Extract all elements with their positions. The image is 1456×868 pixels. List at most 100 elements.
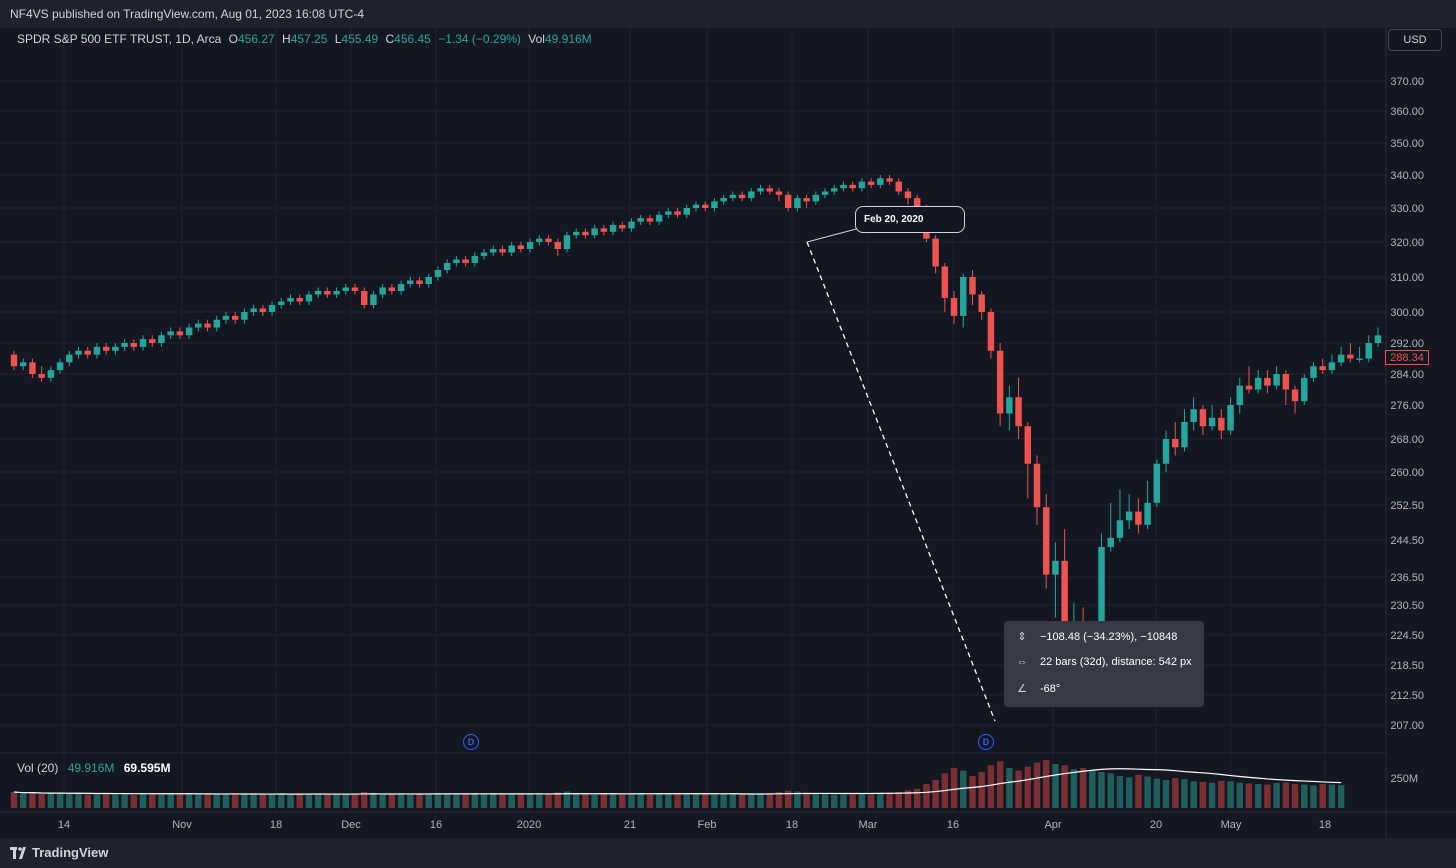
candle-body	[665, 211, 672, 215]
candle-body	[195, 323, 202, 328]
price-tick-label: 212.50	[1390, 690, 1424, 702]
candle-body	[628, 221, 635, 229]
volume-bar	[1337, 785, 1345, 808]
candle-body	[840, 184, 847, 189]
volume-bar	[1254, 784, 1262, 808]
volume-bar	[1089, 770, 1096, 808]
volume-bar	[1181, 779, 1188, 808]
candle-body	[222, 315, 230, 320]
candle-body	[139, 339, 147, 347]
candle-body	[471, 256, 479, 263]
price-tick-label: 230.50	[1390, 600, 1424, 612]
price-tick-label: 252.50	[1390, 500, 1424, 512]
vol-label: Vol	[528, 32, 545, 46]
volume-bar	[351, 793, 359, 808]
volume-bar	[748, 794, 755, 808]
volume-bar	[342, 794, 350, 808]
volume-bar	[545, 794, 552, 808]
volume-bar	[701, 793, 709, 808]
change-value: −1.34 (−0.29%)	[438, 32, 521, 46]
publish-info: NF4VS published on TradingView.com, Aug …	[10, 7, 364, 21]
time-tick-label: 18	[1319, 819, 1331, 831]
candle-body	[425, 277, 432, 284]
price-range-icon: ⇕	[1017, 631, 1027, 643]
volume-bar	[1052, 764, 1059, 808]
candle-body	[775, 191, 783, 195]
volume-value: 49.916M	[67, 761, 115, 775]
candle-body	[1024, 426, 1032, 464]
candle-body	[720, 198, 727, 202]
volume-bar	[397, 793, 405, 808]
measure-bars: 22 bars (32d), distance: 542 px	[1040, 656, 1192, 668]
volume-bar	[775, 792, 783, 808]
candle-body	[1282, 374, 1290, 390]
volume-bar	[471, 794, 479, 808]
dividend-marker[interactable]: D	[463, 734, 479, 750]
candle-body	[434, 270, 442, 277]
candle-body	[748, 191, 755, 199]
candle-body	[1236, 385, 1243, 405]
candle-body	[886, 178, 893, 182]
volume-bar	[858, 793, 866, 808]
volume-legend: Vol (20) 49.916M 69.595M	[17, 761, 170, 775]
candle-body	[978, 294, 985, 312]
volume-bar	[416, 794, 423, 808]
brand[interactable]: TradingView	[10, 845, 108, 860]
candle-body	[1162, 439, 1170, 464]
volume-ma-line	[13, 768, 1342, 795]
candle-body	[637, 218, 644, 222]
volume-bar	[1199, 781, 1207, 808]
volume-bar	[1042, 760, 1050, 808]
candle-body	[443, 263, 451, 270]
price-chart[interactable]: 207.00 212.50 218.50 224.50 230.50 236.50 244.…	[0, 28, 1456, 838]
volume-bar	[1218, 780, 1225, 808]
volume-bar	[1135, 774, 1142, 808]
dividend-marker[interactable]: D	[978, 734, 994, 750]
price-tick-label: 276.00	[1390, 400, 1424, 412]
volume-bar	[1264, 784, 1271, 808]
volume-bar	[1310, 785, 1317, 808]
time-tick-label: 18	[786, 819, 798, 831]
volume-bar	[794, 791, 801, 808]
candle-body	[490, 249, 497, 253]
currency-button[interactable]: USD	[1388, 29, 1442, 51]
volume-bar	[84, 794, 91, 808]
volume-bar	[499, 794, 506, 808]
candle-body	[913, 198, 921, 208]
volume-bar	[1245, 783, 1253, 808]
volume-bar	[655, 793, 663, 808]
candle-body	[1254, 377, 1262, 390]
volume-bar	[250, 793, 257, 808]
candle-body	[1181, 422, 1188, 448]
candle-body	[268, 305, 276, 312]
volume-bar	[462, 793, 469, 808]
volume-bar	[213, 794, 220, 808]
price-tick-label: 350.00	[1390, 138, 1424, 150]
high-label: H	[282, 32, 291, 46]
date-callout[interactable]: Feb 20, 2020	[855, 206, 965, 233]
candle-body	[941, 266, 949, 298]
volume-bar	[296, 794, 303, 808]
volume-bar	[222, 793, 230, 808]
time-tick-label: May	[1221, 819, 1242, 831]
volume-bar	[176, 794, 184, 808]
time-tick-label: Nov	[172, 819, 192, 831]
measure-line	[806, 227, 996, 722]
volume-bar	[886, 792, 893, 808]
volume-bar	[1208, 782, 1216, 808]
candle-body	[1015, 397, 1022, 427]
measure-dashed-line	[806, 241, 996, 722]
candle-body	[849, 184, 856, 189]
volume-bar	[904, 790, 912, 808]
candle-body	[19, 362, 27, 367]
candle-body	[1374, 335, 1382, 343]
candle-body	[1264, 377, 1271, 386]
price-tick-label: 207.00	[1390, 720, 1424, 732]
price-tick-label: 292.00	[1390, 338, 1424, 350]
volume-bar	[1070, 769, 1078, 808]
volume-bar	[287, 794, 294, 808]
volume-bar	[1153, 778, 1161, 808]
candle-body	[932, 238, 939, 267]
volume-bar	[784, 790, 792, 808]
candle-body	[1310, 366, 1317, 378]
